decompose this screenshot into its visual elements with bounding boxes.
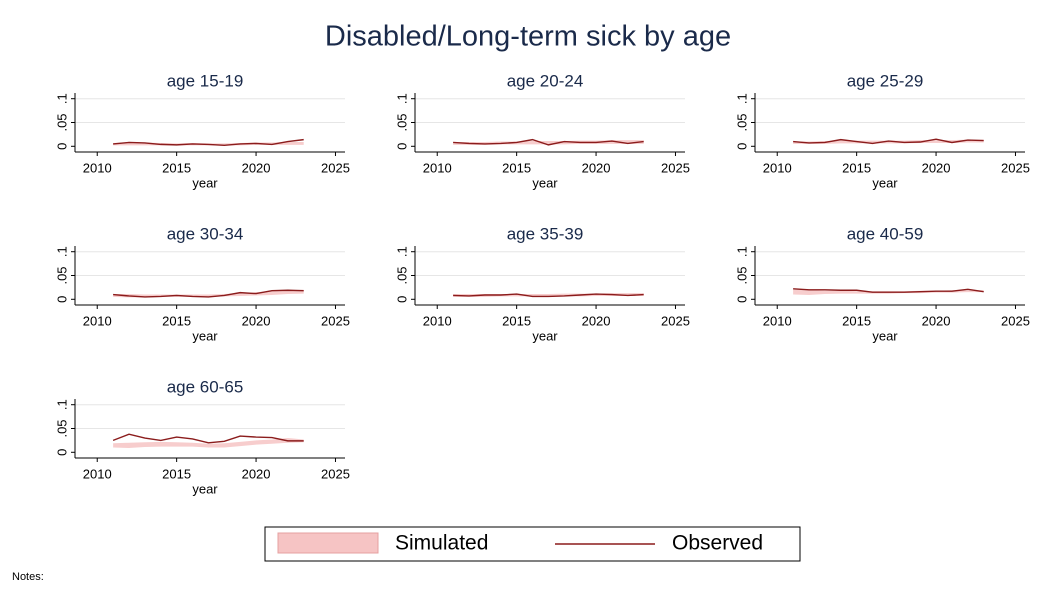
x-tick-label: 2015: [162, 313, 191, 328]
y-tick-label: .05: [54, 113, 69, 131]
y-tick-label: 0: [734, 143, 749, 150]
x-axis-label: year: [872, 175, 898, 190]
x-tick-label: 2020: [242, 160, 271, 175]
simulated-band: [793, 139, 984, 144]
y-tick-label: .05: [734, 113, 749, 131]
x-tick-label: 2010: [83, 160, 112, 175]
x-tick-label: 2025: [661, 160, 690, 175]
observed-line: [793, 288, 984, 293]
x-tick-label: 2010: [423, 313, 452, 328]
x-tick-label: 2020: [922, 313, 951, 328]
y-tick-label: .1: [394, 93, 409, 104]
panel-title: age 15-19: [167, 71, 244, 90]
observed-line: [453, 293, 644, 298]
panel-title: age 40-59: [847, 224, 924, 243]
x-tick-label: 2015: [842, 313, 871, 328]
x-axis-label: year: [532, 175, 558, 190]
x-tick-label: 2025: [321, 160, 350, 175]
legend-label: Simulated: [395, 532, 488, 555]
simulated-band: [113, 289, 304, 298]
panel-title: age 25-29: [847, 71, 924, 90]
observed-line: [112, 433, 304, 444]
panel-title: age 30-34: [167, 224, 244, 243]
x-tick-label: 2020: [582, 160, 611, 175]
legend-label: Observed: [672, 532, 763, 555]
y-tick-label: 0: [54, 449, 69, 456]
y-tick-label: .1: [394, 246, 409, 257]
x-tick-label: 2015: [842, 160, 871, 175]
y-tick-label: 0: [54, 296, 69, 303]
x-axis-label: year: [872, 328, 898, 343]
x-tick-label: 2015: [502, 313, 531, 328]
y-tick-label: .05: [54, 266, 69, 284]
x-axis-label: year: [192, 175, 218, 190]
y-tick-label: 0: [54, 143, 69, 150]
x-tick-label: 2025: [1001, 313, 1030, 328]
y-tick-label: .1: [734, 246, 749, 257]
legend-swatch: [277, 532, 379, 554]
x-tick-label: 2020: [242, 466, 271, 481]
y-tick-label: 0: [734, 296, 749, 303]
x-tick-label: 2025: [661, 313, 690, 328]
x-tick-label: 2020: [922, 160, 951, 175]
observed-line: [113, 138, 304, 147]
y-tick-label: .1: [734, 93, 749, 104]
observed-line: [793, 138, 984, 145]
x-tick-label: 2010: [423, 160, 452, 175]
x-tick-label: 2010: [763, 160, 792, 175]
panel-title: age 35-39: [507, 224, 584, 243]
y-tick-label: 0: [394, 296, 409, 303]
observed-line: [113, 289, 304, 298]
y-tick-label: .05: [54, 419, 69, 437]
x-tick-label: 2020: [582, 313, 611, 328]
observed-line: [453, 138, 644, 146]
notes: Notes:: [12, 571, 44, 583]
simulated-band: [113, 438, 304, 449]
x-tick-label: 2025: [1001, 160, 1030, 175]
figure-title: Disabled/Long-term sick by age: [325, 21, 731, 53]
x-axis-label: year: [532, 328, 558, 343]
x-tick-label: 2015: [502, 160, 531, 175]
panel-title: age 60-65: [167, 377, 244, 396]
x-tick-label: 2010: [83, 313, 112, 328]
x-tick-label: 2010: [763, 313, 792, 328]
y-tick-label: .05: [394, 113, 409, 131]
x-tick-label: 2025: [321, 466, 350, 481]
y-tick-label: 0: [394, 143, 409, 150]
x-axis-label: year: [192, 481, 218, 496]
y-tick-label: .1: [54, 93, 69, 104]
x-tick-label: 2010: [83, 466, 112, 481]
panel-title: age 20-24: [507, 71, 584, 90]
x-tick-label: 2020: [242, 313, 271, 328]
x-tick-label: 2015: [162, 160, 191, 175]
x-axis-label: year: [192, 328, 218, 343]
y-tick-label: .1: [54, 246, 69, 257]
x-tick-label: 2015: [162, 466, 191, 481]
y-tick-label: .05: [734, 266, 749, 284]
y-tick-label: .1: [54, 399, 69, 410]
x-tick-label: 2025: [321, 313, 350, 328]
y-tick-label: .05: [394, 266, 409, 284]
